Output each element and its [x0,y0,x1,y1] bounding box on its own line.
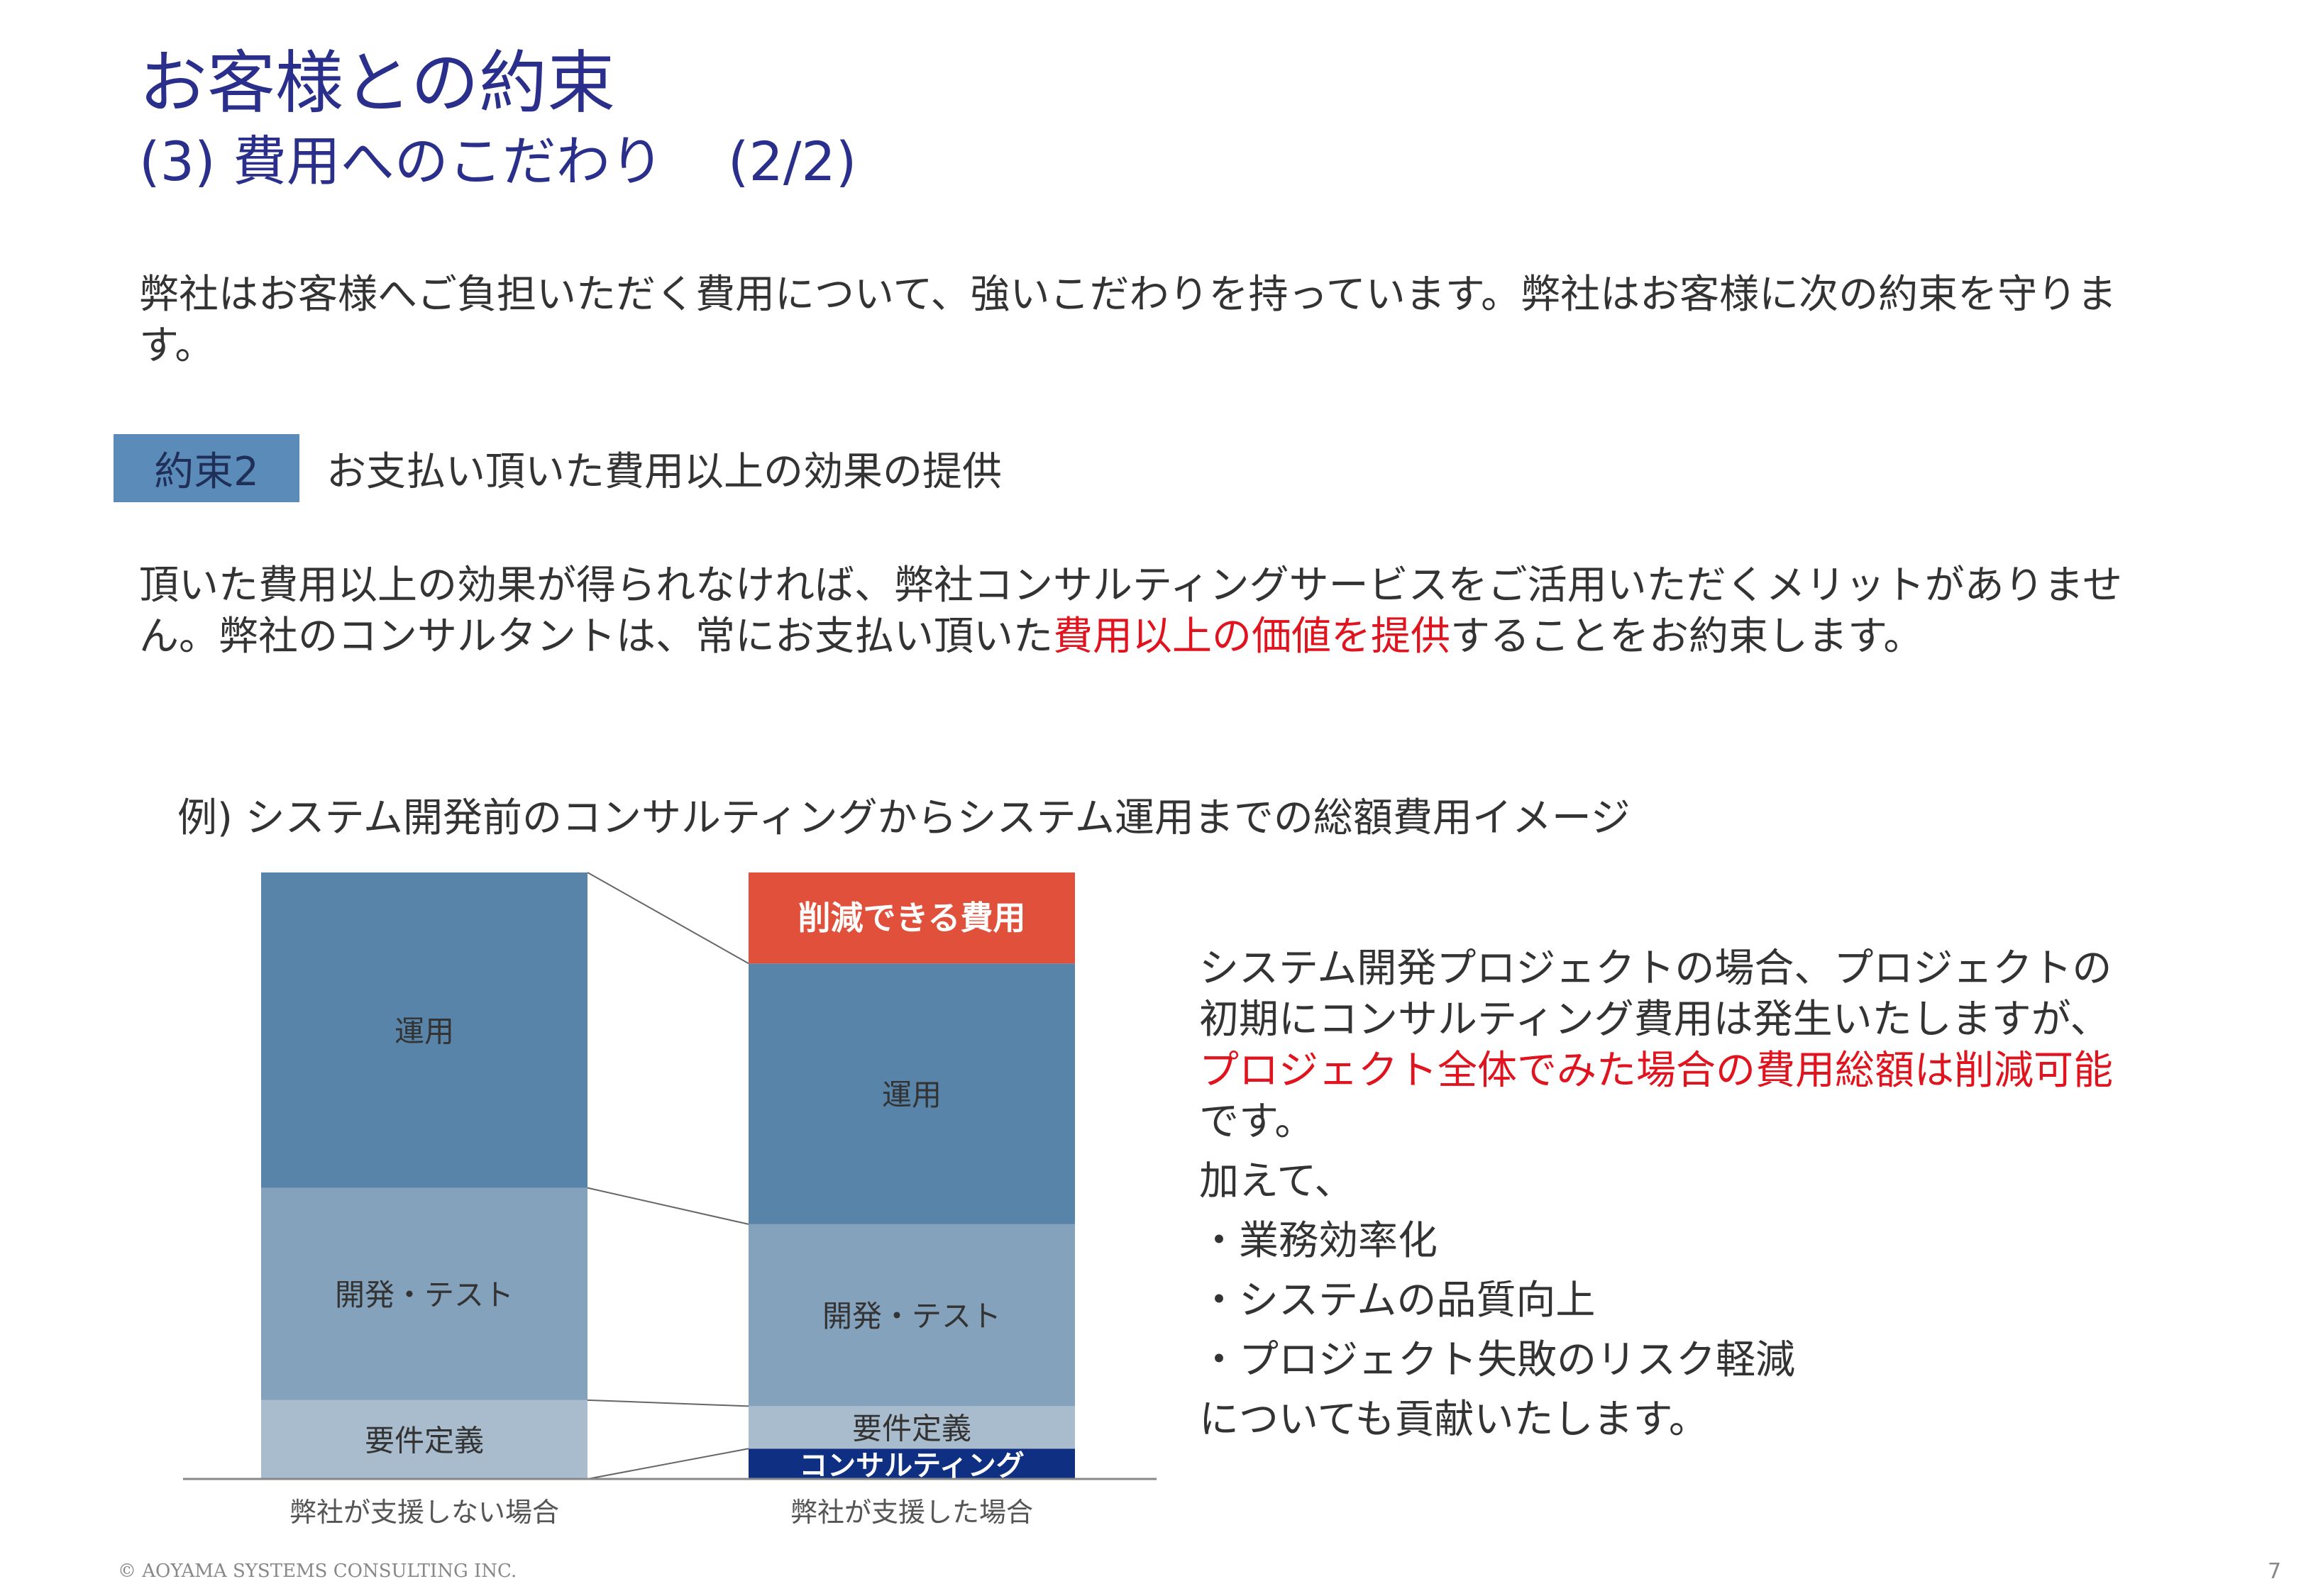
bar-segment-label: 運用 [882,1077,942,1112]
side-bullet-2: ・システムの品質向上 [1199,1278,1596,1324]
detail-highlight: 費用以上の価値を提供 [1053,614,1450,660]
category-label: 弊社が支援しない場合 [289,1497,559,1528]
bar-segment-label: 運用 [395,1014,454,1048]
category-label: 弊社が支援した場合 [790,1497,1033,1528]
side-explanation: システム開発プロジェクトの場合、プロジェクトの 初期にコンサルティング費用は発生… [1199,943,2192,1446]
side-closing: についても貢献いたします。 [1199,1397,1709,1443]
detail-text-before: 頂いた費用以上の効果が得られなければ、弊社コンサルティングサービスをご活用いただ… [139,563,2122,660]
connector-line [587,872,749,965]
bar-segment [261,872,587,1188]
bar-segment-label: 要件定義 [365,1423,484,1458]
page-indicator: (2/2) [727,130,857,193]
side-addition: 加えて、 [1199,1158,1355,1204]
promise-row: 約束2 お支払い頂いた費用以上の効果の提供 [114,434,1002,502]
cost-chart: 要件定義開発・テスト運用コンサルティング要件定義開発・テスト運用削減できる費用弊… [183,872,1157,1528]
bar-segment [261,1400,587,1479]
page-subtitle: (3) 費用へのこだわり (2/2) [139,129,856,194]
promise-text: お支払い頂いた費用以上の効果の提供 [326,448,1002,495]
connector-line [587,1399,749,1407]
bar-segment-label: 削減できる費用 [798,899,1025,937]
bar-segment [261,1187,587,1400]
bar-segment-label: 要件定義 [852,1411,971,1446]
bar-segment [749,963,1075,1224]
bar-segment [749,1406,1075,1449]
detail-paragraph: 頂いた費用以上の効果が得られなければ、弊社コンサルティングサービスをご活用いただ… [139,560,2183,663]
connector-line [587,1448,749,1480]
bar-segment [749,1224,1075,1407]
chart-caption: 例) システム開発前のコンサルティングからシステム運用までの総額費用イメージ [177,795,1631,841]
side-line-1: システム開発プロジェクトの場合、プロジェクトの [1199,946,2112,992]
side-line-2: 初期にコンサルティング費用は発生いたしますが、 [1199,997,2110,1043]
side-end: です。 [1199,1099,1315,1145]
subtitle-text: (3) 費用へのこだわり [139,130,664,193]
bar-segment [749,1448,1075,1479]
page-number: 7 [2268,1559,2282,1584]
bar-segment-label: 開発・テスト [822,1299,1001,1334]
intro-paragraph: 弊社はお客様へご負担いただく費用について、強いこだわりを持っています。弊社はお客… [139,272,2117,369]
side-highlight: プロジェクト全体でみた場合の費用総額は削減可能 [1199,1048,2113,1094]
side-bullet-3: ・プロジェクト失敗のリスク軽減 [1199,1337,1795,1383]
detail-text-after: することをお約束します。 [1450,614,1924,660]
side-bullet-1: ・業務効率化 [1199,1218,1438,1264]
bar-segment [749,872,1075,964]
bar-segment-label: コンサルティング [799,1450,1025,1483]
connector-line [587,1187,749,1225]
copyright-footer: © AOYAMA SYSTEMS CONSULTING INC. [118,1561,517,1582]
bar-segment-label: 開発・テスト [335,1278,514,1312]
promise-label: 約束2 [114,434,299,502]
page-title: お客様との約束 [139,43,616,123]
